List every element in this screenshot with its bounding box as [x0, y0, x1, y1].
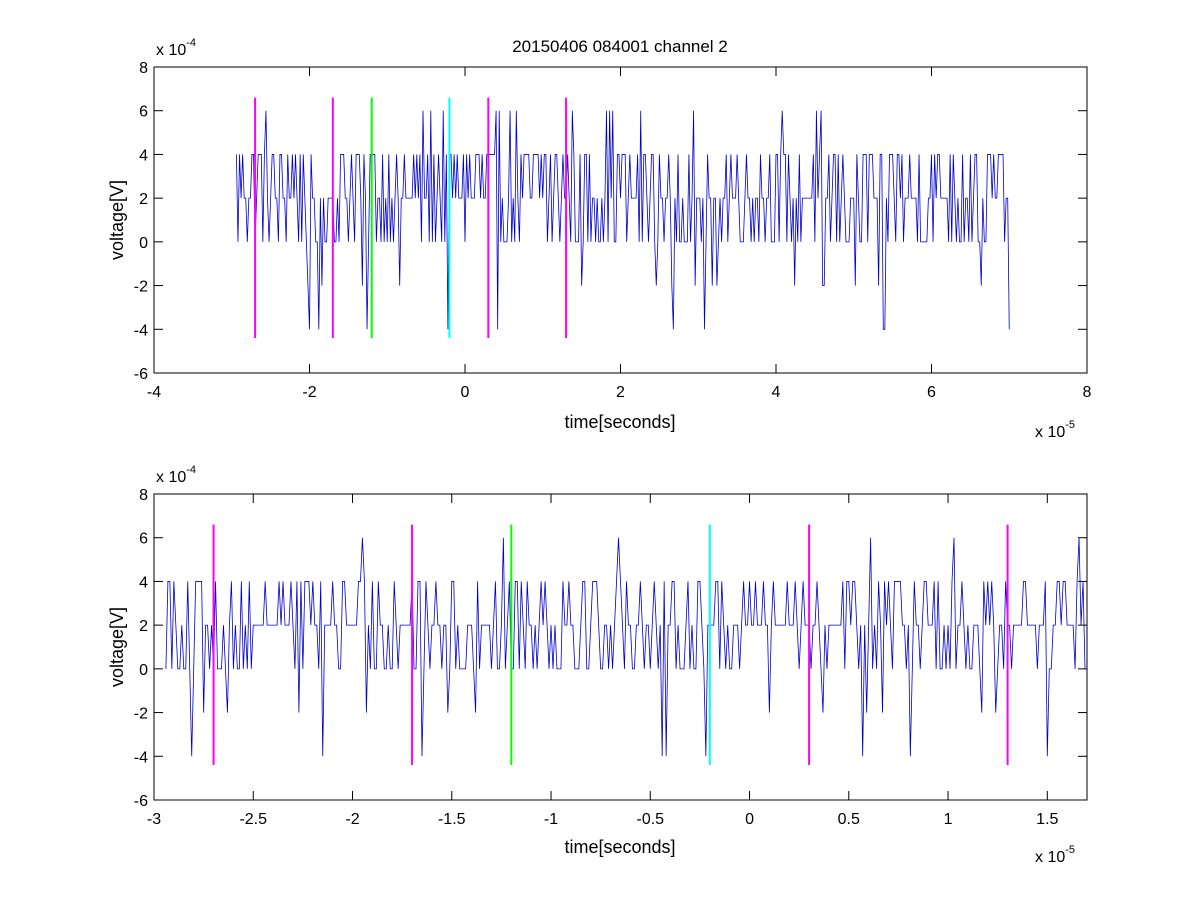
x-tick-label: -0.5 — [636, 811, 664, 828]
top-y-exponent: x 10-4 — [156, 37, 196, 59]
bottom-x-exponent: x 10-5 — [1035, 844, 1075, 866]
bottom-plot-content — [153, 493, 1087, 801]
top-plot-area — [153, 66, 1088, 374]
top-x-axis-label: time[seconds] — [564, 412, 675, 432]
bottom-plot-area — [153, 493, 1088, 801]
y-tick-label: 6 — [139, 104, 148, 121]
y-tick-label: -6 — [134, 366, 148, 383]
y-tick-label: -4 — [134, 749, 148, 766]
x-tick-label: -2 — [302, 384, 316, 401]
y-tick-label: 4 — [139, 574, 148, 591]
x-tick-label: 6 — [927, 384, 936, 401]
y-tick-label: -2 — [134, 279, 148, 296]
top-x-tick-labels: -4 -2 0 2 4 6 8 — [147, 384, 1092, 401]
x-tick-label: 1.5 — [1036, 811, 1058, 828]
top-y-axis-label: voltage[V] — [107, 180, 127, 260]
bottom-x-tick-labels: -3 -2.5 -2 -1.5 -1 -0.5 0 0.5 1 1.5 — [147, 811, 1059, 828]
x-tick-label: -1.5 — [438, 811, 466, 828]
x-tick-label: -2.5 — [239, 811, 267, 828]
chart-title: 20150406 084001 channel 2 — [512, 37, 728, 56]
y-tick-label: 2 — [139, 191, 148, 208]
signal-series-line — [165, 537, 1087, 757]
x-tick-label: -1 — [544, 811, 558, 828]
x-tick-label: 0 — [461, 384, 470, 401]
x-tick-label: 0.5 — [838, 811, 860, 828]
y-tick-label: 8 — [139, 60, 148, 77]
bottom-chart: -6 -4 -2 0 2 4 6 8 -3 -2.5 -2 -1.5 -1 -0.5 0 0.5 1 1.5 t… — [107, 464, 1088, 866]
x-tick-label: 0 — [745, 811, 754, 828]
y-tick-label: 0 — [139, 662, 148, 679]
x-tick-label: 4 — [772, 384, 781, 401]
y-tick-label: 4 — [139, 147, 148, 164]
x-tick-label: 1 — [944, 811, 953, 828]
top-y-tick-labels: -6 -4 -2 0 2 4 6 8 — [134, 60, 148, 383]
x-tick-label: 2 — [616, 384, 625, 401]
bottom-x-axis-label: time[seconds] — [564, 837, 675, 857]
y-tick-label: -6 — [134, 793, 148, 810]
y-tick-label: 2 — [139, 618, 148, 635]
bottom-y-exponent: x 10-4 — [156, 464, 196, 486]
y-tick-label: 6 — [139, 531, 148, 548]
x-tick-label: -2 — [345, 811, 359, 828]
top-plot-content — [153, 66, 1088, 374]
y-tick-label: 8 — [139, 487, 148, 504]
y-tick-label: 0 — [139, 235, 148, 252]
x-tick-label: 8 — [1083, 384, 1092, 401]
y-tick-label: -2 — [134, 706, 148, 723]
y-tick-label: -4 — [134, 322, 148, 339]
top-x-exponent: x 10-5 — [1035, 419, 1075, 441]
x-tick-label: -3 — [147, 811, 161, 828]
bottom-y-tick-labels: -6 -4 -2 0 2 4 6 8 — [134, 487, 148, 810]
signal-series-line — [236, 110, 1010, 330]
bottom-y-axis-label: voltage[V] — [107, 607, 127, 687]
x-tick-label: -4 — [147, 384, 161, 401]
